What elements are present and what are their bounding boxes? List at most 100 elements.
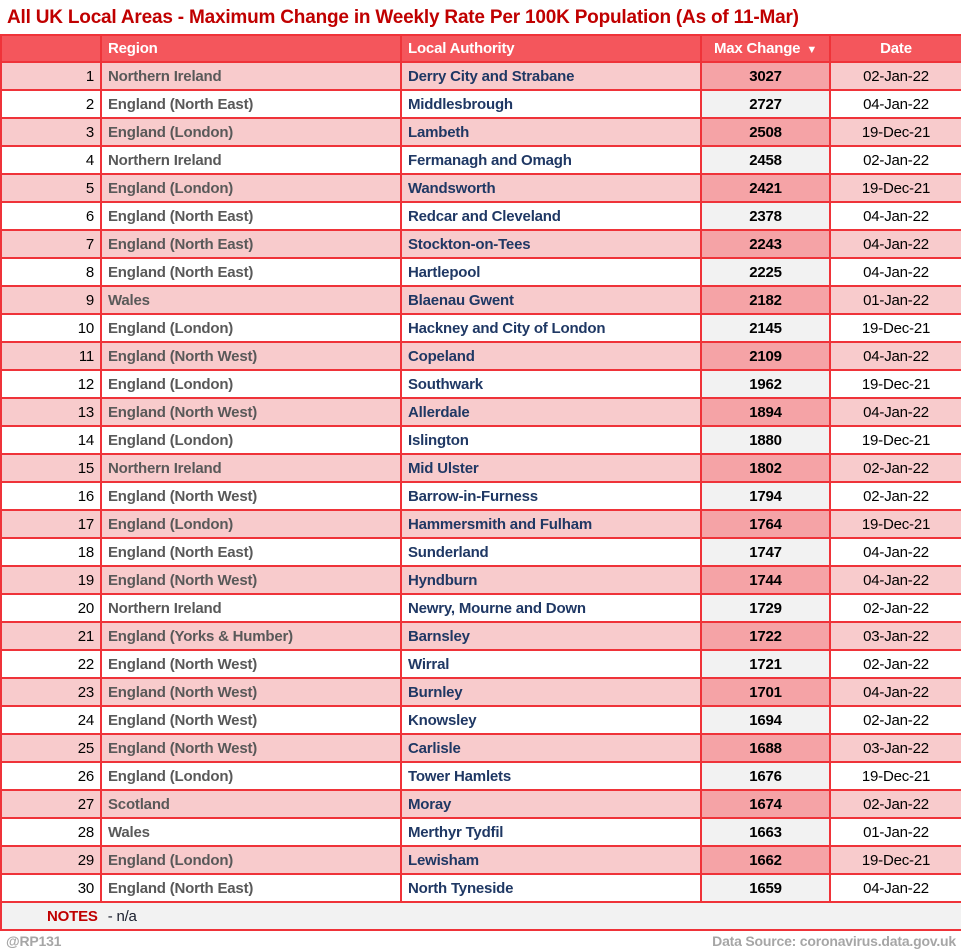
notes-text: - n/a (107, 907, 137, 925)
local-authority-cell: North Tyneside (400, 873, 702, 903)
region-cell: England (North East) (100, 201, 402, 231)
date-cell: 04-Jan-22 (829, 873, 961, 903)
table-row: 19 England (North West) Hyndburn 1744 04-Jan… (0, 565, 961, 595)
rank-cell: 1 (0, 61, 102, 91)
region-cell: England (North East) (100, 537, 402, 567)
rank-cell: 10 (0, 313, 102, 343)
max-change-cell: 2421 (700, 173, 831, 203)
max-change-cell: 1764 (700, 509, 831, 539)
region-cell: England (North West) (100, 677, 402, 707)
footer-bar: @RP131 Data Source: coronavirus.data.gov… (0, 931, 961, 950)
region-cell: England (North East) (100, 257, 402, 287)
table-row: 15 Northern Ireland Mid Ulster 1802 02-Jan-2… (0, 453, 961, 483)
max-change-cell: 1663 (700, 817, 831, 847)
rank-cell: 17 (0, 509, 102, 539)
date-cell: 02-Jan-22 (829, 481, 961, 511)
local-authority-cell: Barnsley (400, 621, 702, 651)
table-row: 10 England (London) Hackney and City of Lo… (0, 313, 961, 343)
rank-cell: 16 (0, 481, 102, 511)
date-cell: 02-Jan-22 (829, 789, 961, 819)
date-cell: 01-Jan-22 (829, 285, 961, 315)
region-cell: Scotland (100, 789, 402, 819)
rank-cell: 6 (0, 201, 102, 231)
table-row: 21 England (Yorks & Humber) Barnsley 1722 03… (0, 621, 961, 651)
local-authority-cell: Mid Ulster (400, 453, 702, 483)
table-row: 30 England (North East) North Tyneside 1659… (0, 873, 961, 903)
local-authority-cell: Derry City and Strabane (400, 61, 702, 91)
header-rank (0, 34, 102, 63)
max-change-cell: 1674 (700, 789, 831, 819)
table-row: 18 England (North East) Sunderland 1747 04-J… (0, 537, 961, 567)
rank-cell: 27 (0, 789, 102, 819)
local-authority-cell: Blaenau Gwent (400, 285, 702, 315)
max-change-cell: 2508 (700, 117, 831, 147)
table-row: 11 England (North West) Copeland 2109 04-Jan… (0, 341, 961, 371)
region-cell: England (Yorks & Humber) (100, 621, 402, 651)
region-cell: Wales (100, 817, 402, 847)
region-cell: England (London) (100, 369, 402, 399)
header-region: Region (100, 34, 402, 63)
table-row: 25 England (North West) Carlisle 1688 03-Jan… (0, 733, 961, 763)
table-header-row: Region Local Authority Max Change ▼ Date (0, 34, 961, 63)
max-change-cell: 2182 (700, 285, 831, 315)
region-cell: Northern Ireland (100, 145, 402, 175)
local-authority-cell: Islington (400, 425, 702, 455)
region-cell: Northern Ireland (100, 453, 402, 483)
header-max-change[interactable]: Max Change ▼ (700, 34, 831, 63)
table-row: 28 Wales Merthyr Tydfil 1663 01-Jan-22 (0, 817, 961, 847)
max-change-cell: 1659 (700, 873, 831, 903)
rank-cell: 13 (0, 397, 102, 427)
region-cell: England (North West) (100, 705, 402, 735)
region-cell: England (North West) (100, 565, 402, 595)
local-authority-cell: Stockton-on-Tees (400, 229, 702, 259)
max-change-cell: 1747 (700, 537, 831, 567)
max-change-cell: 1722 (700, 621, 831, 651)
max-change-cell: 1688 (700, 733, 831, 763)
local-authority-cell: Newry, Mourne and Down (400, 593, 702, 623)
table-row: 13 England (North West) Allerdale 1894 04-Ja… (0, 397, 961, 427)
author-handle: @RP131 (6, 932, 62, 949)
max-change-cell: 3027 (700, 61, 831, 91)
local-authority-cell: Carlisle (400, 733, 702, 763)
table-row: 26 England (London) Tower Hamlets 1676 19-De… (0, 761, 961, 791)
date-cell: 19-Dec-21 (829, 509, 961, 539)
page-title: All UK Local Areas - Maximum Change in W… (7, 7, 799, 28)
date-cell: 02-Jan-22 (829, 649, 961, 679)
sort-descending-icon: ▼ (806, 44, 818, 56)
rank-cell: 24 (0, 705, 102, 735)
rank-cell: 9 (0, 285, 102, 315)
rank-cell: 18 (0, 537, 102, 567)
notes-label: NOTES (47, 907, 98, 925)
region-cell: England (North East) (100, 229, 402, 259)
date-cell: 04-Jan-22 (829, 89, 961, 119)
data-table: Region Local Authority Max Change ▼ Date … (0, 34, 961, 931)
local-authority-cell: Wandsworth (400, 173, 702, 203)
rank-cell: 22 (0, 649, 102, 679)
region-cell: Northern Ireland (100, 593, 402, 623)
local-authority-cell: Redcar and Cleveland (400, 201, 702, 231)
rank-cell: 14 (0, 425, 102, 455)
region-cell: England (North West) (100, 397, 402, 427)
date-cell: 04-Jan-22 (829, 229, 961, 259)
local-authority-cell: Sunderland (400, 537, 702, 567)
table-row: 27 Scotland Moray 1674 02-Jan-22 (0, 789, 961, 819)
max-change-cell: 1962 (700, 369, 831, 399)
table-row: 1 Northern Ireland Derry City and Strabane… (0, 61, 961, 91)
table-row: 8 England (North East) Hartlepool 2225 04-Ja… (0, 257, 961, 287)
region-cell: England (London) (100, 117, 402, 147)
max-change-cell: 1694 (700, 705, 831, 735)
rank-cell: 26 (0, 761, 102, 791)
rank-cell: 3 (0, 117, 102, 147)
date-cell: 19-Dec-21 (829, 313, 961, 343)
rank-cell: 28 (0, 817, 102, 847)
table-row: 24 England (North West) Knowsley 1694 02-Jan… (0, 705, 961, 735)
rank-cell: 25 (0, 733, 102, 763)
region-cell: England (London) (100, 173, 402, 203)
region-cell: England (London) (100, 313, 402, 343)
table-row: 6 England (North East) Redcar and Clevelan… (0, 201, 961, 231)
rank-cell: 8 (0, 257, 102, 287)
data-source: Data Source: coronavirus.data.gov.uk (712, 932, 956, 949)
table-row: 4 Northern Ireland Fermanagh and Omagh 2458… (0, 145, 961, 175)
max-change-cell: 2145 (700, 313, 831, 343)
max-change-cell: 2378 (700, 201, 831, 231)
